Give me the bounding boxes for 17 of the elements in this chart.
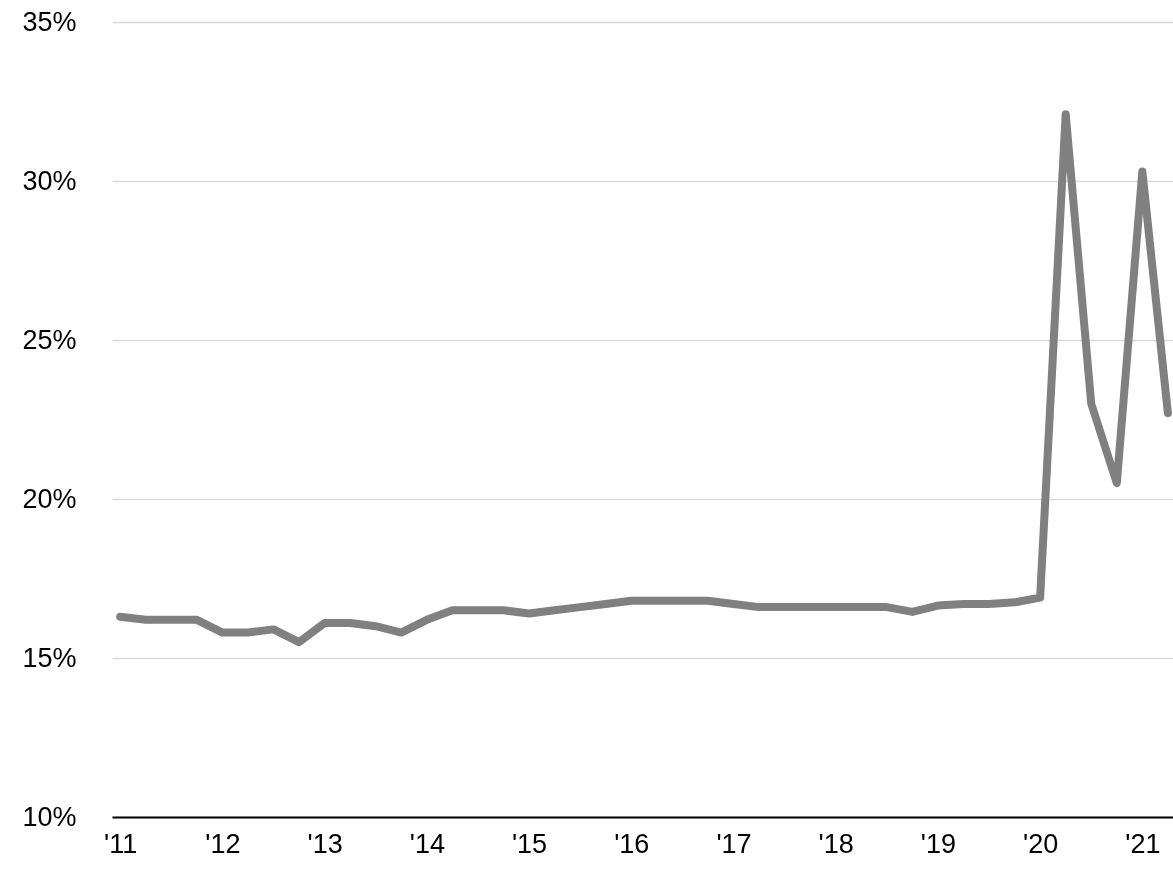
y-tick-label: 10%	[22, 801, 77, 832]
x-tick-label: '18	[818, 828, 854, 859]
x-tick-label: '14	[409, 828, 445, 859]
x-tick-label: '11	[104, 828, 138, 859]
x-tick-label: '20	[1023, 828, 1059, 859]
x-tick-label: '13	[307, 828, 343, 859]
y-tick-label: 15%	[22, 642, 77, 673]
x-tick-label: '19	[920, 828, 956, 859]
x-tick-label: '21	[1125, 828, 1161, 859]
x-tick-label: '15	[511, 828, 548, 859]
x-tick-label: '16	[614, 828, 650, 859]
x-tick-label: '17	[716, 828, 752, 859]
y-tick-label: 20%	[22, 483, 77, 514]
y-tick-label: 35%	[22, 6, 77, 37]
x-tick-label: '12	[205, 828, 241, 859]
y-tick-label: 25%	[22, 324, 77, 355]
y-tick-label: 30%	[22, 165, 77, 196]
